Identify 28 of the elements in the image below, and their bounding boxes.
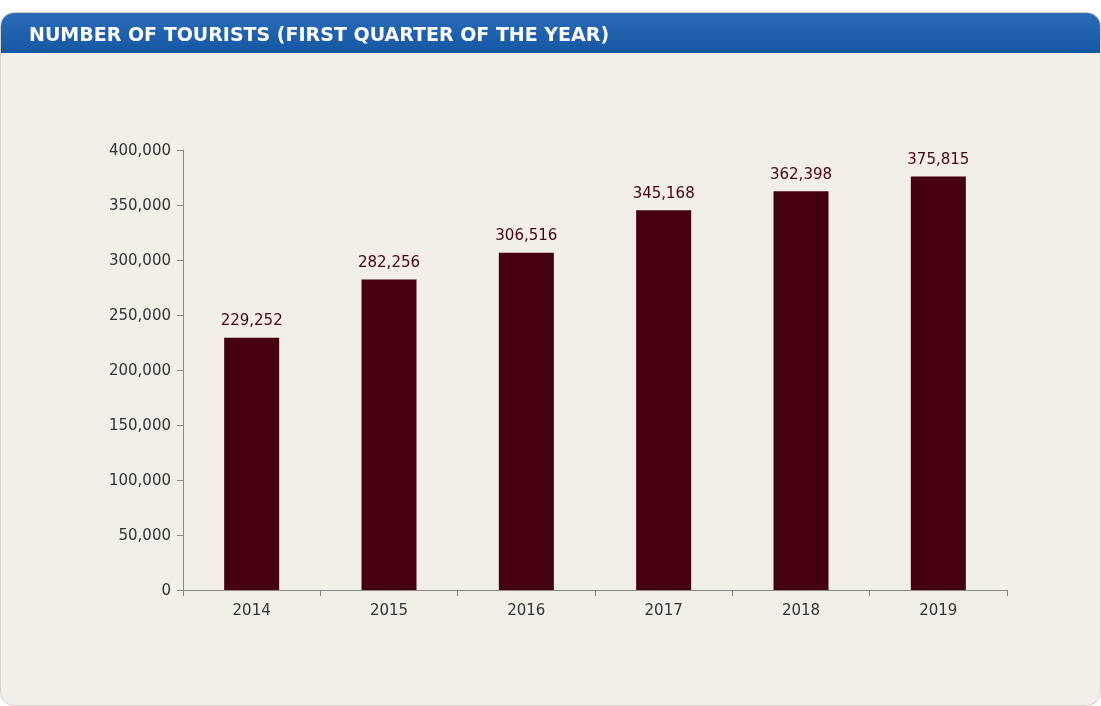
y-tick-label: 200,000 (108, 361, 171, 379)
x-tick-label: 2016 (507, 600, 546, 619)
bar (773, 191, 829, 590)
y-tick-label: 0 (161, 581, 171, 599)
y-tick-label: 400,000 (108, 141, 171, 159)
y-tick-label: 150,000 (108, 416, 171, 434)
y-tick-label: 300,000 (108, 251, 171, 269)
x-tick-label: 2018 (781, 600, 821, 619)
bar (224, 337, 280, 590)
x-tick-label: 2015 (369, 600, 409, 619)
y-tick-label: 50,000 (118, 526, 171, 544)
y-tick-label: 250,000 (108, 306, 171, 324)
x-tick-label: 2017 (644, 600, 683, 619)
data-label: 282,256 (357, 253, 421, 272)
x-tick-label: 2014 (232, 600, 271, 619)
data-label: 229,252 (220, 311, 283, 330)
y-tick-label: 350,000 (108, 196, 171, 214)
bar (636, 210, 692, 590)
data-label: 306,516 (495, 226, 558, 245)
bar (910, 176, 966, 590)
bar (361, 279, 417, 590)
data-label: 362,398 (769, 164, 833, 183)
bar (498, 252, 554, 590)
x-tick-label: 2019 (919, 600, 958, 619)
data-label: 345,168 (632, 183, 695, 202)
data-label: 375,815 (907, 150, 970, 169)
chart-title: NUMBER OF TOURISTS (FIRST QUARTER OF THE YEAR) (1, 13, 1100, 53)
y-tick-label: 100,000 (108, 471, 171, 489)
